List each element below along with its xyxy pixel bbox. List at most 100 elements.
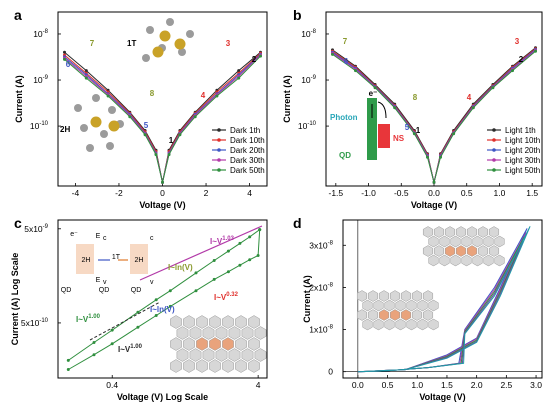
metal-atom [152, 46, 164, 58]
lattice-hexagon [235, 337, 247, 351]
lattice-hexagon [422, 290, 434, 302]
series-c-backward-point [136, 310, 140, 314]
sweep-number-5: 5 [144, 121, 149, 130]
series-c-backward-point [226, 249, 230, 253]
fit-annotation-0-sup: 1.03 [222, 236, 234, 242]
metal-atom [159, 30, 171, 42]
panel-letter-c: c [14, 215, 22, 231]
fit-annotation-1: I~ln(V) [168, 263, 193, 272]
fit-annotation-3: I~ln(V) [150, 305, 175, 314]
sweep-number-8: 8 [413, 93, 418, 102]
x-tick-label: 2.0 [471, 380, 483, 390]
y-tick-label-base: 5x10 [21, 318, 40, 328]
lattice-hexagon [400, 309, 412, 321]
fit-annotation-4-base: I~V [76, 315, 89, 324]
sweep-number-6: 6 [66, 60, 71, 69]
series-c-backward-point [92, 341, 96, 344]
y-tick-label-base: 10 [301, 29, 311, 39]
y-tick-label: 1x10-8 [309, 325, 333, 335]
series-c-forward-point [238, 263, 242, 267]
y-tick-label-sup: -10 [39, 121, 48, 127]
series-c-backward-point [194, 271, 198, 275]
metal-atom [108, 120, 120, 132]
electron-label: e⁻ [369, 89, 378, 98]
fit-annotation-4-sup: 1.00 [88, 314, 100, 320]
lattice-hexagon [384, 299, 395, 312]
band-label-6: QD [61, 287, 72, 294]
x-tick-label: 3.0 [530, 380, 542, 390]
x-tick-label: 0 [160, 188, 165, 198]
x-axis-title: Voltage (V) Log Scale [117, 392, 208, 402]
series-b-4-point [471, 106, 475, 110]
series-a-4-point [84, 76, 88, 80]
lattice-hexagon [254, 326, 267, 340]
lattice-hexagon [395, 318, 406, 331]
lattice-hexagon [248, 315, 260, 329]
lattice-hexagon [488, 226, 500, 238]
y-tick-label: 5x10-9 [24, 224, 48, 234]
y-tick-label-base: 1x10 [309, 325, 328, 335]
x-tick-label: 4 [247, 188, 252, 198]
chalcogen-atom [80, 124, 88, 132]
y-axis-title: Current (A) Log Scale [10, 253, 20, 346]
series-b-4-point [373, 86, 377, 90]
y-tick-label-sup: -9 [311, 75, 317, 81]
legend-marker [217, 148, 221, 152]
lattice-hexagon [455, 245, 467, 257]
lattice-hexagon [439, 254, 450, 267]
lattice-hexagon [428, 299, 439, 312]
y-tick-label-sup: -8 [328, 282, 334, 288]
lattice-hexagon [417, 299, 428, 312]
sweep-number-2: 2 [252, 55, 257, 64]
series-a-4-point [193, 115, 197, 119]
lattice-hexagon [228, 348, 241, 362]
legend-marker [492, 148, 496, 152]
fit-annotation-2-base: I~V [214, 293, 227, 302]
chalcogen-atom [142, 54, 150, 62]
lattice-hexagon [176, 326, 189, 340]
y-tick-label-base: 3x10 [309, 240, 328, 250]
lattice-hexagon [222, 359, 234, 373]
transfer-arrow [377, 101, 387, 119]
lattice-hexagon [444, 245, 456, 257]
lattice-hexagon [461, 235, 472, 248]
structure-2H [74, 94, 124, 152]
panel-letter-a: a [14, 7, 22, 23]
x-tick-label: 0.5 [461, 188, 473, 198]
lattice-hexagon [472, 235, 483, 248]
panel-letter-d: d [293, 215, 302, 231]
legend-entry: Light 30th [505, 156, 540, 165]
lattice-hexagon [378, 290, 390, 302]
x-tick-label: 4 [256, 380, 261, 390]
lattice-hexagon [444, 226, 456, 238]
lattice-hexagon [362, 299, 373, 312]
series-c-forward-point [154, 314, 158, 317]
legend-marker [217, 138, 221, 142]
series-c-backward-point [258, 228, 262, 232]
lattice-hexagon [389, 290, 401, 302]
series-a-4-point [154, 153, 158, 157]
band-2h-right [130, 244, 148, 274]
series-c-backward-line [68, 229, 260, 361]
series-c-backward-point [168, 289, 172, 293]
series-b-4-point [393, 106, 397, 110]
y-tick-label-sup: -8 [328, 240, 334, 246]
chalcogen-atom [74, 104, 82, 112]
band-diagram: e⁻ E E 2H 1T 2H QD QD QD c v c v [61, 231, 154, 294]
lattice-hexagon [189, 326, 202, 340]
lattice-hexagon [422, 309, 434, 321]
series-a-4-point [178, 133, 182, 137]
sweep-number-1: 1 [416, 126, 421, 135]
sweep-number-1: 1 [169, 136, 174, 145]
lattice-hexagon [422, 226, 434, 238]
series-c-backward-point [66, 358, 70, 362]
lattice-hexagon [222, 315, 234, 329]
chalcogen-atom [166, 18, 174, 26]
lattice-hexagon [183, 359, 195, 373]
x-tick-label: 1.5 [526, 188, 538, 198]
series-a-4-point [259, 54, 262, 58]
lattice-hexagon [235, 315, 247, 329]
lattice-hexagon [183, 315, 195, 329]
legend-marker [492, 158, 496, 162]
